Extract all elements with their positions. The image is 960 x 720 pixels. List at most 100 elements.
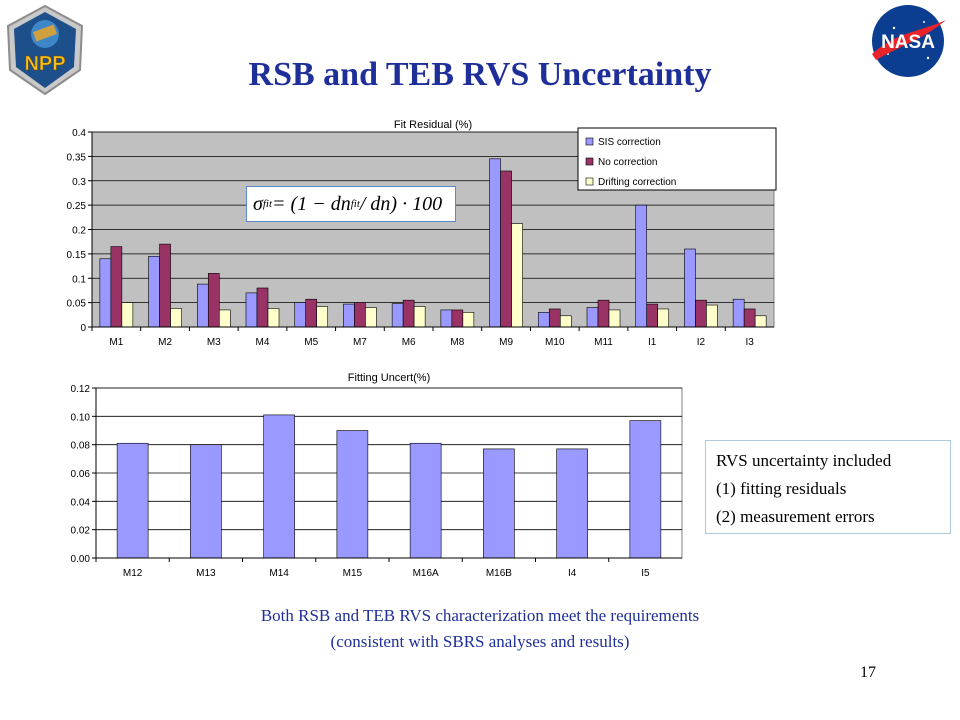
legend-swatch <box>585 177 594 186</box>
x-tick-label: M5 <box>304 337 318 348</box>
note-line-2: (1) fitting residuals <box>716 479 847 498</box>
formula-tail: / dn) · 100 <box>359 192 443 215</box>
x-tick-label: M16B <box>486 568 512 579</box>
bar <box>336 430 369 559</box>
x-tick-label: M6 <box>402 337 416 348</box>
formula-dn-sub: fit <box>350 198 360 210</box>
fitting-uncert-chart: Fitting Uncert(%) 0.00 0.02 0.04 0.06 0.08 0.1… <box>71 372 683 579</box>
bar <box>500 170 512 328</box>
bar <box>451 309 464 328</box>
bar <box>354 302 366 328</box>
bar <box>256 287 269 328</box>
bar <box>695 299 707 328</box>
caption-line-1: Both RSB and TEB RVS characterization me… <box>260 606 700 625</box>
svg-text:NASA: NASA <box>881 32 935 53</box>
bar <box>597 299 610 328</box>
x-tick-label: I5 <box>641 568 650 579</box>
bar <box>635 204 648 328</box>
bar <box>657 308 670 328</box>
bar <box>99 258 112 328</box>
legend-label: SIS correction <box>598 137 661 148</box>
x-tick-label: M1 <box>109 337 123 348</box>
legend-swatch <box>585 157 594 166</box>
bar <box>245 292 258 328</box>
note-line-3: (2) measurement errors <box>716 507 875 526</box>
bar <box>743 308 756 328</box>
x-tick-label: M2 <box>158 337 172 348</box>
bar <box>537 312 550 328</box>
bar <box>440 309 453 328</box>
y-tick-label: 0.25 <box>67 201 87 212</box>
x-tick-label: I2 <box>697 337 706 348</box>
y-tick-label: 0.1 <box>72 274 86 285</box>
bar <box>305 298 318 328</box>
bar <box>559 315 572 328</box>
y-tick-label: 0 <box>80 323 86 334</box>
bar <box>170 308 182 328</box>
x-tick-label: M14 <box>269 568 289 579</box>
bar <box>116 442 149 559</box>
sigma-fit-formula: σ fit = (1 − dn fit / dn) · 100 <box>246 186 456 222</box>
slide-title: RSB and TEB RVS Uncertainty <box>248 56 712 93</box>
bar <box>402 299 415 328</box>
bar <box>294 302 307 328</box>
bar <box>511 223 523 328</box>
x-tick-label: M4 <box>256 337 270 348</box>
bar <box>190 444 222 559</box>
x-tick-label: M11 <box>594 337 613 348</box>
x-tick-label: I4 <box>568 568 577 579</box>
bar <box>121 302 134 328</box>
caption-line-2: (consistent with SBRS analyses and resul… <box>330 632 630 651</box>
legend-box <box>577 127 777 191</box>
svg-text:NPP: NPP <box>24 53 65 75</box>
y-tick-label: 0.3 <box>72 177 86 188</box>
formula-sigma-sub: fit <box>262 198 273 210</box>
legend-label: No correction <box>598 157 657 168</box>
bar <box>732 298 745 328</box>
npp-logo: NPP <box>6 4 84 96</box>
bar <box>343 303 355 328</box>
y-tick-label: 0.12 <box>71 384 91 395</box>
x-tick-label: M13 <box>196 568 216 579</box>
y-tick-label: 0.2 <box>72 226 86 237</box>
x-tick-label: M3 <box>207 337 221 348</box>
y-tick-label: 0.15 <box>67 250 87 261</box>
legend-swatch <box>585 137 594 146</box>
bar <box>365 307 377 328</box>
bar <box>316 306 329 328</box>
bar <box>556 448 588 559</box>
y-tick-label: 0.35 <box>67 152 87 163</box>
bar <box>684 248 696 328</box>
x-tick-label: I3 <box>745 337 754 348</box>
nasa-logo: NASA <box>872 5 946 77</box>
bar <box>608 309 621 328</box>
x-tick-label: M7 <box>353 337 367 348</box>
bar <box>263 414 295 559</box>
rvs-uncertainty-note: RVS uncertainty included (1) fitting res… <box>705 440 951 534</box>
y-tick-label: 0.04 <box>71 497 91 508</box>
bar <box>148 256 160 328</box>
x-tick-label: M9 <box>499 337 513 348</box>
bar <box>489 158 501 328</box>
chart-title: Fit Residual (%) <box>394 119 472 131</box>
bar <box>267 308 280 328</box>
bar <box>462 312 475 328</box>
bar <box>196 283 209 328</box>
y-tick-label: 0.4 <box>72 128 86 139</box>
y-tick-label: 0.05 <box>67 299 87 310</box>
bar <box>391 303 404 328</box>
x-tick-label: M15 <box>343 568 363 579</box>
y-tick-label: 0.02 <box>71 526 91 537</box>
formula-sigma: σ <box>253 192 263 215</box>
x-tick-label: M10 <box>545 337 565 348</box>
y-tick-label: 0.10 <box>71 412 91 423</box>
bar <box>218 309 231 328</box>
note-line-1: RVS uncertainty included <box>716 451 892 470</box>
x-tick-label: M12 <box>123 568 143 579</box>
bar <box>159 243 171 328</box>
x-tick-label: I1 <box>648 337 657 348</box>
bar <box>706 304 718 328</box>
bar <box>483 448 515 559</box>
bar <box>629 420 662 559</box>
chart-title: Fitting Uncert(%) <box>348 372 431 384</box>
